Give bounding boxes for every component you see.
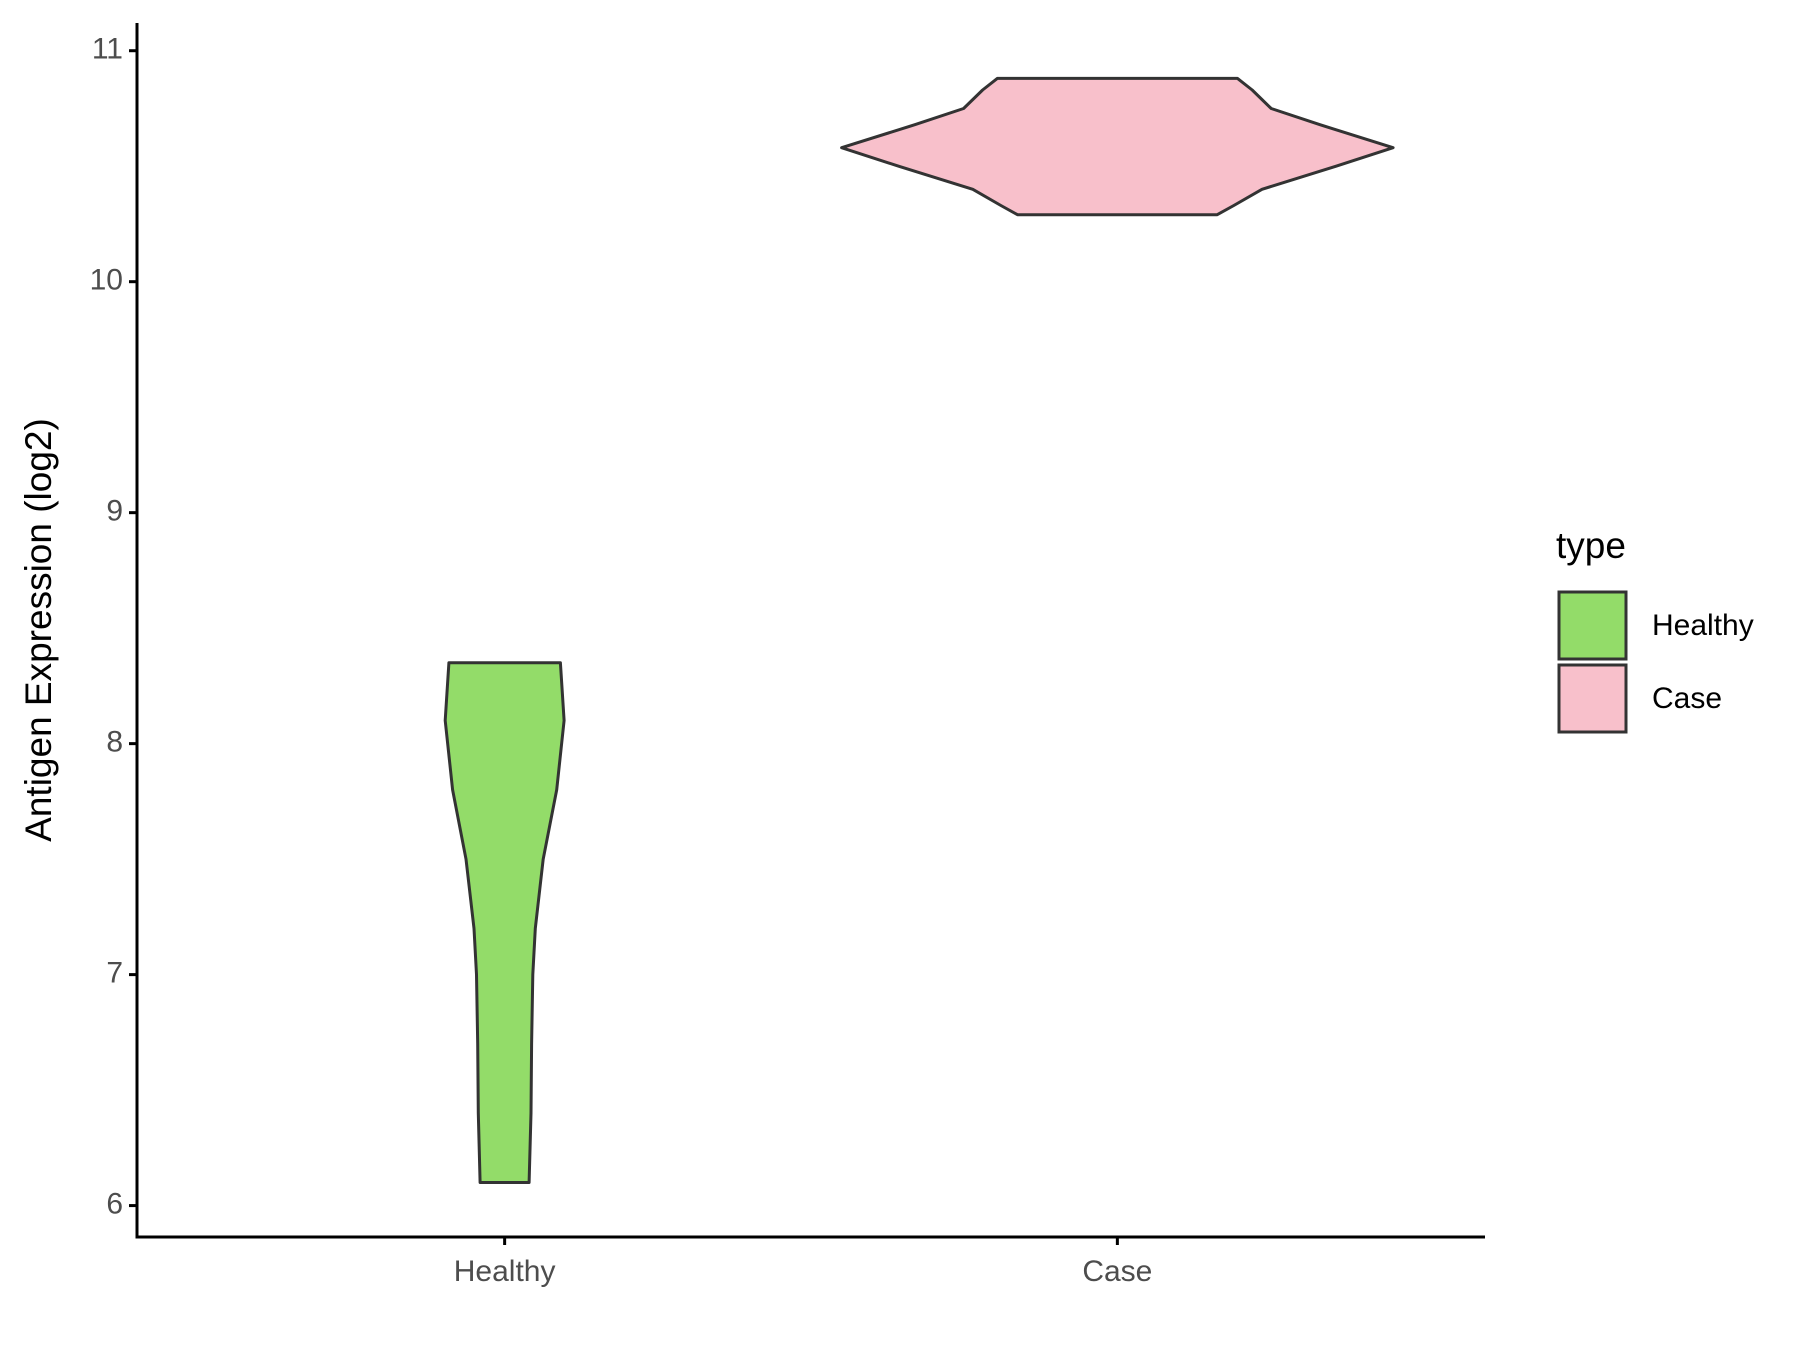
legend-key <box>1557 663 1628 734</box>
y-tick-label: 10 <box>90 264 123 297</box>
legend-label: Case <box>1652 682 1722 715</box>
violin <box>840 76 1395 217</box>
violin <box>443 661 566 1184</box>
y-tick-label: 9 <box>106 495 123 528</box>
y-tick-label: 6 <box>106 1188 123 1221</box>
legend-label: Healthy <box>1652 609 1754 642</box>
y-axis-title: Antigen Expression (log2) <box>18 418 59 842</box>
y-tick-label: 7 <box>106 957 123 990</box>
legend-title: type <box>1556 525 1626 566</box>
y-tick-label: 8 <box>106 726 123 759</box>
x-tick-label: Healthy <box>454 1255 556 1288</box>
x-tick-label: Case <box>1082 1255 1152 1288</box>
legend-key <box>1557 590 1628 661</box>
y-tick-label: 11 <box>92 33 123 66</box>
